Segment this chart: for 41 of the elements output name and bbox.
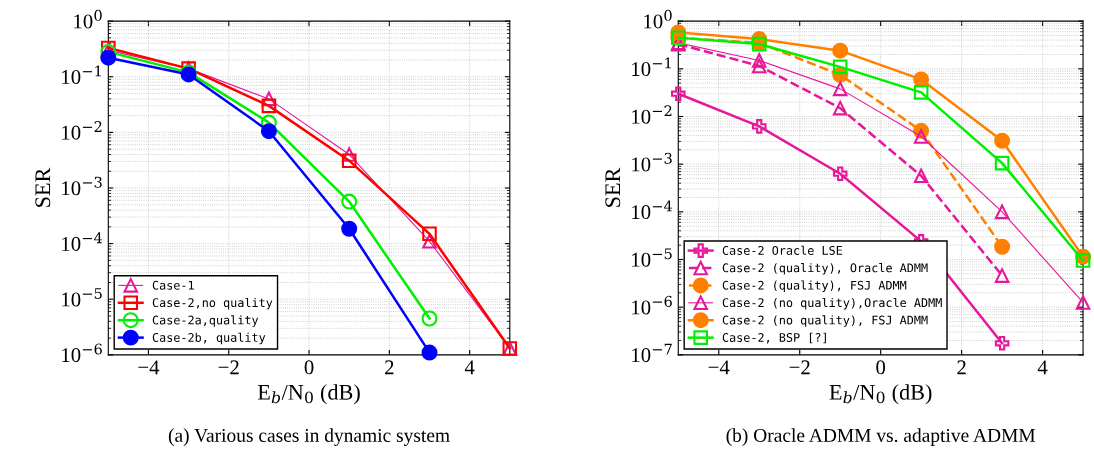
x-tick-label: −4 (708, 360, 730, 375)
legend-label: Case-2, BSP [?] (722, 332, 826, 344)
legend-label: Case-2 (no quality),Oracle ADMM (722, 297, 942, 310)
y-tick-label: 10$^{−2}$ (632, 105, 672, 124)
legend-label: Case-2 (quality), FSJ ADMM (722, 280, 907, 292)
y-tick-label: 10$^{−5}$ (632, 248, 672, 267)
y-tick-label: 10$^{−2}$ (62, 121, 102, 140)
y-tick-label: 10$^{−1}$ (62, 65, 101, 85)
y-tick-label: 10$^{0}$ (74, 9, 102, 29)
x-tick-label: 0 (876, 360, 886, 375)
y-tick-label: 10$^{0}$ (644, 9, 672, 29)
y-tick-label: 10$^{−7}$ (632, 343, 672, 363)
x-tick-label: −4 (138, 360, 160, 375)
y-tick-label: 10$^{−6}$ (632, 295, 672, 315)
legend-label: Case-2 Oracle LSE (722, 245, 843, 255)
x-axis-title: E$_{b}$/N$_{0}$ (dB) (257, 384, 360, 405)
legend-label: Case-2,no quality (152, 297, 273, 310)
legend-label: Case-2b, quality (152, 332, 266, 345)
y-tick-label: 10$^{−3}$ (632, 152, 672, 172)
legend-label: Case-2a,quality (152, 315, 259, 327)
legend-label: Case-2 (quality), Oracle ADMM (722, 263, 928, 275)
y-tick-label: 10$^{−3}$ (62, 176, 102, 196)
x-tick-label: 4 (1037, 360, 1048, 375)
legend-label: Case-1 (152, 280, 194, 290)
x-tick-label: −2 (218, 360, 239, 375)
text: (a) Various cases in dynamic system (168, 428, 450, 446)
x-tick-label: 4 (464, 360, 475, 375)
y-tick-label: 10$^{−6}$ (62, 343, 102, 363)
x-tick-label: −2 (789, 360, 810, 375)
text: (b) Oracle ADMM vs. adaptive ADMM (726, 428, 1036, 446)
y-axis-title: SER (605, 167, 621, 207)
x-tick-label: 0 (304, 360, 314, 375)
y-axis-title: SER (35, 167, 51, 207)
y-tick-label: 10$^{−4}$ (62, 232, 103, 251)
x-tick-label: 2 (957, 360, 966, 375)
x-tick-label: 2 (385, 360, 394, 375)
y-tick-label: 10$^{−1}$ (632, 57, 671, 77)
y-tick-label: 10$^{−5}$ (62, 288, 102, 307)
y-tick-label: 10$^{−4}$ (632, 200, 673, 220)
x-axis-title: E$_{b}$/N$_{0}$ (dB) (829, 384, 932, 405)
legend-label: Case-2 (no quality), FSJ ADMM (722, 315, 928, 327)
